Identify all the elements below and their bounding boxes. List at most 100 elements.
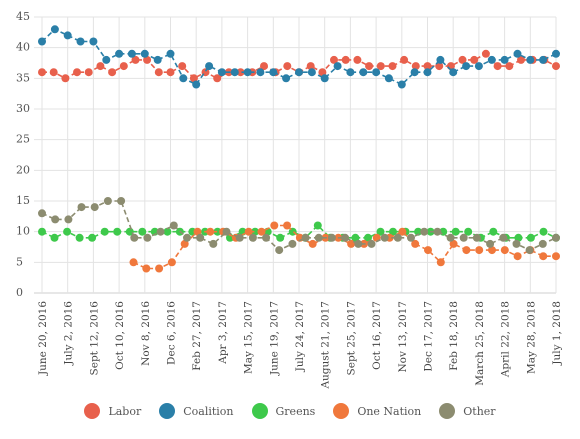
data-point	[103, 197, 112, 205]
x-tick-label: May 28, 2018	[525, 301, 537, 374]
data-point	[117, 197, 126, 205]
data-point	[341, 55, 350, 64]
data-point	[451, 227, 460, 236]
data-point	[169, 221, 178, 230]
data-point	[539, 227, 548, 236]
legend-swatch-coalition	[159, 403, 176, 419]
data-point	[295, 68, 303, 77]
data-point	[142, 264, 151, 273]
data-point	[306, 62, 315, 71]
data-point	[481, 49, 490, 58]
data-point	[400, 55, 409, 64]
data-point	[63, 31, 72, 40]
legend-label-labor: Labor	[108, 404, 142, 418]
data-point	[411, 62, 420, 71]
data-point	[514, 233, 523, 242]
data-point	[411, 239, 420, 248]
data-point	[539, 55, 548, 64]
data-point	[209, 239, 218, 248]
legend-swatch-other	[439, 403, 456, 419]
data-point	[150, 227, 159, 236]
data-point	[398, 227, 407, 236]
x-tick-label: Sept 12, 2016	[88, 301, 100, 376]
x-tick-label: April 22, 2018	[500, 301, 512, 378]
y-tick-label: 30	[16, 102, 30, 115]
x-tick-label: July 2, 2016	[63, 301, 75, 366]
y-tick-label: 25	[16, 133, 30, 146]
data-point	[217, 68, 226, 77]
data-point	[131, 55, 140, 64]
data-point	[314, 233, 323, 242]
series-other	[38, 197, 560, 255]
y-tick-label: 35	[16, 71, 30, 84]
legend-swatch-labor	[84, 403, 101, 419]
data-point	[380, 233, 389, 242]
data-point	[407, 233, 415, 242]
data-point	[420, 227, 429, 236]
legend-item-greens[interactable]: Greens	[251, 403, 316, 419]
data-point	[143, 55, 152, 64]
legend-item-coalition[interactable]: Coalition	[159, 403, 234, 419]
data-point	[500, 55, 509, 64]
data-point	[180, 239, 189, 248]
data-point	[393, 233, 402, 242]
y-tick-label: 20	[16, 163, 30, 176]
data-point	[472, 233, 481, 242]
legend-swatch-greens	[251, 403, 268, 419]
data-point	[257, 227, 266, 236]
data-point	[552, 49, 560, 58]
data-point	[61, 74, 70, 83]
data-point	[260, 62, 268, 71]
x-tick-label: March 25, 2018	[474, 301, 486, 386]
data-point	[376, 227, 385, 236]
data-point	[100, 227, 109, 236]
data-point	[206, 227, 215, 236]
data-point	[156, 227, 165, 236]
data-point	[458, 55, 467, 64]
data-point	[288, 239, 297, 248]
data-point	[108, 68, 117, 77]
x-tick-label: June 20, 2016	[37, 301, 49, 376]
data-point	[424, 246, 432, 255]
data-point	[113, 227, 122, 236]
data-point	[376, 62, 385, 71]
data-point	[125, 227, 134, 236]
x-tick-label: Feb 18, 2018	[448, 301, 460, 371]
data-point	[163, 227, 172, 236]
data-point	[313, 221, 322, 230]
data-point	[76, 37, 85, 46]
legend-item-one-nation[interactable]: One Nation	[333, 403, 421, 419]
data-point	[513, 49, 522, 58]
data-point	[354, 239, 363, 248]
data-point	[50, 25, 59, 34]
data-point	[38, 227, 46, 236]
data-point	[189, 74, 198, 83]
legend-label-greens: Greens	[275, 404, 316, 418]
data-point	[488, 246, 496, 255]
data-point	[423, 62, 432, 71]
x-tick-label: July 24, 2017	[294, 301, 306, 372]
legend-item-labor[interactable]: Labor	[84, 403, 141, 419]
data-point	[143, 233, 152, 242]
x-tick-label: May 15, 2017	[243, 301, 255, 374]
data-point	[499, 233, 508, 242]
data-point	[346, 68, 355, 77]
data-point	[256, 68, 265, 77]
data-point	[167, 258, 176, 267]
data-point	[486, 239, 495, 248]
data-point	[389, 227, 397, 236]
legend-item-other[interactable]: Other	[439, 403, 496, 419]
legend-label-coalition: Coalition	[183, 404, 234, 418]
data-point	[205, 62, 214, 71]
data-point	[192, 80, 201, 89]
x-tick-label: Dec 6, 2016	[166, 301, 178, 365]
data-point	[539, 252, 548, 261]
data-point	[552, 233, 560, 242]
data-point	[318, 68, 327, 77]
x-tick-label: August 21, 2017	[320, 301, 332, 390]
data-point	[552, 252, 560, 261]
x-tick-label: Oct 16, 2017	[371, 301, 383, 370]
data-point	[513, 252, 522, 261]
data-point	[275, 246, 284, 255]
legend-label-other: Other	[463, 404, 496, 418]
